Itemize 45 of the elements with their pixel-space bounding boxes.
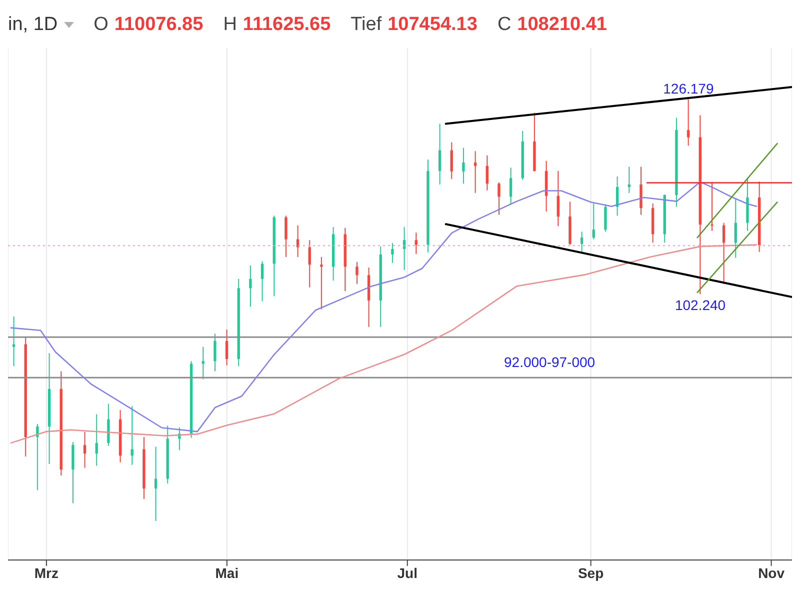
x-tick-label: Nov [758, 564, 785, 581]
candlestick [154, 446, 158, 522]
candlestick [225, 329, 228, 366]
candlestick [592, 202, 595, 240]
candlestick [414, 232, 418, 255]
candlestick [462, 147, 465, 184]
candlestick [686, 98, 690, 146]
candlestick [107, 403, 110, 446]
candlestick [391, 242, 394, 264]
annotation: 102.240 [674, 297, 726, 314]
candlestick [604, 204, 607, 232]
candlestick [214, 333, 216, 372]
chart-title: in, 1D [8, 14, 58, 36]
chart-subtitle: O 110076.85 H 111625.65 Tief 107454.13 C 108210.41 [94, 14, 607, 36]
candlestick [12, 316, 16, 367]
candlestick [628, 166, 630, 194]
candlestick [640, 166, 642, 216]
candlestick [474, 150, 477, 194]
x-tick-label: Mai [215, 564, 239, 581]
candlestick [509, 167, 512, 204]
annotation: 126.179 [663, 80, 714, 96]
candlestick [580, 231, 584, 254]
candlestick [486, 154, 488, 191]
x-tick-label: Jul [397, 564, 418, 581]
candlestick [356, 262, 358, 284]
candlestick [83, 431, 86, 468]
candlestick [202, 346, 204, 380]
x-tick-label: Sep [578, 564, 604, 581]
candlestick [450, 142, 453, 180]
annotation: 92.000-97-000 [504, 354, 596, 370]
candlestick [498, 182, 500, 216]
x-tick-label: Mrz [34, 564, 59, 581]
candlestick [556, 170, 560, 227]
candlestick [438, 123, 442, 185]
candlestick [95, 414, 98, 466]
candlestick [308, 240, 311, 288]
candlestick [260, 260, 264, 302]
candlestick [36, 423, 39, 491]
candlestick [734, 198, 737, 258]
candlestick [130, 406, 134, 466]
candlestick [284, 215, 288, 258]
candlestick [320, 256, 323, 310]
candlestick [249, 264, 252, 308]
candlestick [710, 182, 714, 232]
candlestick [722, 222, 726, 284]
